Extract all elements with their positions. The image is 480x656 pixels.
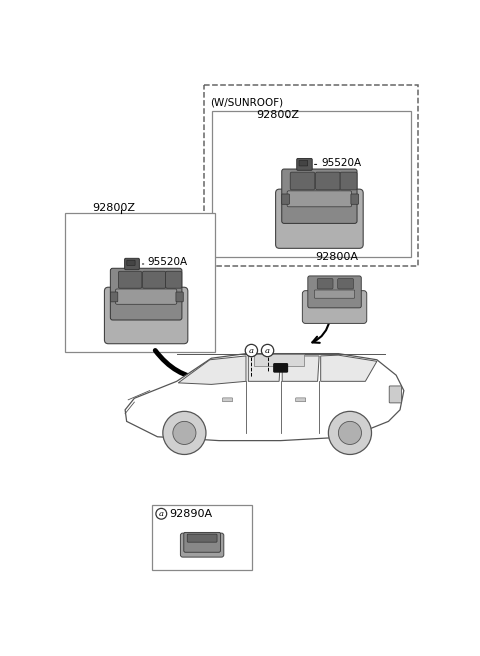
FancyBboxPatch shape — [223, 398, 232, 401]
FancyBboxPatch shape — [296, 398, 306, 401]
FancyBboxPatch shape — [282, 169, 357, 224]
FancyBboxPatch shape — [254, 354, 304, 366]
Text: a: a — [159, 510, 164, 518]
Text: (W/SUNROOF): (W/SUNROOF) — [210, 97, 283, 107]
FancyBboxPatch shape — [105, 287, 188, 344]
Text: a: a — [249, 346, 254, 354]
FancyBboxPatch shape — [143, 271, 166, 288]
FancyBboxPatch shape — [110, 268, 182, 320]
Circle shape — [173, 421, 196, 445]
Text: 92800Z: 92800Z — [92, 203, 135, 213]
FancyBboxPatch shape — [290, 172, 315, 190]
FancyBboxPatch shape — [187, 534, 217, 542]
FancyBboxPatch shape — [389, 386, 402, 403]
FancyBboxPatch shape — [351, 194, 359, 204]
Bar — [212, 111, 411, 257]
Text: 95520A: 95520A — [147, 257, 188, 268]
Polygon shape — [282, 356, 319, 381]
FancyBboxPatch shape — [287, 191, 352, 207]
FancyBboxPatch shape — [315, 172, 340, 190]
Text: 95520A: 95520A — [321, 158, 361, 168]
FancyBboxPatch shape — [110, 292, 118, 302]
Polygon shape — [248, 356, 281, 381]
Circle shape — [156, 508, 167, 519]
FancyBboxPatch shape — [127, 260, 135, 266]
FancyBboxPatch shape — [317, 279, 333, 289]
FancyBboxPatch shape — [282, 194, 289, 204]
Text: 92800A: 92800A — [315, 252, 358, 262]
FancyBboxPatch shape — [274, 363, 288, 372]
FancyBboxPatch shape — [166, 271, 182, 288]
FancyBboxPatch shape — [176, 292, 183, 302]
FancyBboxPatch shape — [299, 161, 308, 166]
Text: a: a — [265, 346, 270, 354]
Polygon shape — [178, 356, 246, 384]
FancyBboxPatch shape — [180, 533, 224, 557]
Circle shape — [245, 344, 258, 357]
FancyBboxPatch shape — [314, 290, 355, 298]
FancyBboxPatch shape — [125, 258, 139, 270]
FancyBboxPatch shape — [308, 276, 361, 308]
Circle shape — [163, 411, 206, 455]
Bar — [204, 85, 418, 266]
FancyBboxPatch shape — [184, 533, 220, 552]
Circle shape — [328, 411, 372, 455]
FancyBboxPatch shape — [276, 189, 363, 249]
FancyBboxPatch shape — [119, 271, 142, 288]
Circle shape — [338, 421, 361, 445]
Polygon shape — [125, 354, 404, 441]
FancyBboxPatch shape — [340, 172, 357, 190]
Text: 92890A: 92890A — [169, 509, 212, 519]
Circle shape — [262, 344, 274, 357]
FancyBboxPatch shape — [338, 279, 353, 289]
FancyBboxPatch shape — [116, 289, 177, 304]
Bar — [65, 213, 215, 352]
Bar — [152, 504, 252, 570]
Text: 92800Z: 92800Z — [256, 110, 299, 119]
Polygon shape — [321, 355, 377, 381]
FancyBboxPatch shape — [297, 159, 312, 171]
FancyBboxPatch shape — [302, 291, 367, 323]
